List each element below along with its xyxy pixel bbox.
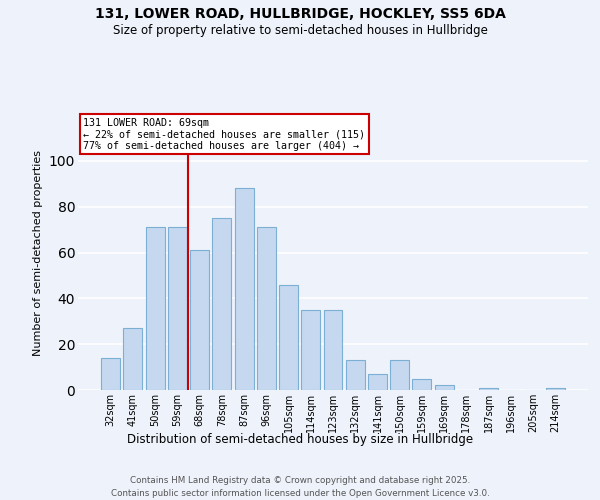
- Bar: [546, 388, 565, 390]
- Text: Contains HM Land Registry data © Crown copyright and database right 2025.
Contai: Contains HM Land Registry data © Crown c…: [110, 476, 490, 498]
- Bar: [235, 188, 254, 390]
- Bar: [146, 228, 164, 390]
- Text: Distribution of semi-detached houses by size in Hullbridge: Distribution of semi-detached houses by …: [127, 432, 473, 446]
- Bar: [168, 228, 187, 390]
- Bar: [390, 360, 409, 390]
- Text: 131 LOWER ROAD: 69sqm
← 22% of semi-detached houses are smaller (115)
77% of sem: 131 LOWER ROAD: 69sqm ← 22% of semi-deta…: [83, 118, 365, 151]
- Bar: [346, 360, 365, 390]
- Text: 131, LOWER ROAD, HULLBRIDGE, HOCKLEY, SS5 6DA: 131, LOWER ROAD, HULLBRIDGE, HOCKLEY, SS…: [95, 8, 505, 22]
- Text: Size of property relative to semi-detached houses in Hullbridge: Size of property relative to semi-detach…: [113, 24, 487, 37]
- Bar: [479, 388, 498, 390]
- Bar: [412, 378, 431, 390]
- Bar: [435, 386, 454, 390]
- Bar: [323, 310, 343, 390]
- Bar: [279, 284, 298, 390]
- Bar: [257, 228, 276, 390]
- Bar: [190, 250, 209, 390]
- Bar: [368, 374, 387, 390]
- Bar: [301, 310, 320, 390]
- Bar: [212, 218, 231, 390]
- Y-axis label: Number of semi-detached properties: Number of semi-detached properties: [33, 150, 43, 356]
- Bar: [124, 328, 142, 390]
- Bar: [101, 358, 120, 390]
